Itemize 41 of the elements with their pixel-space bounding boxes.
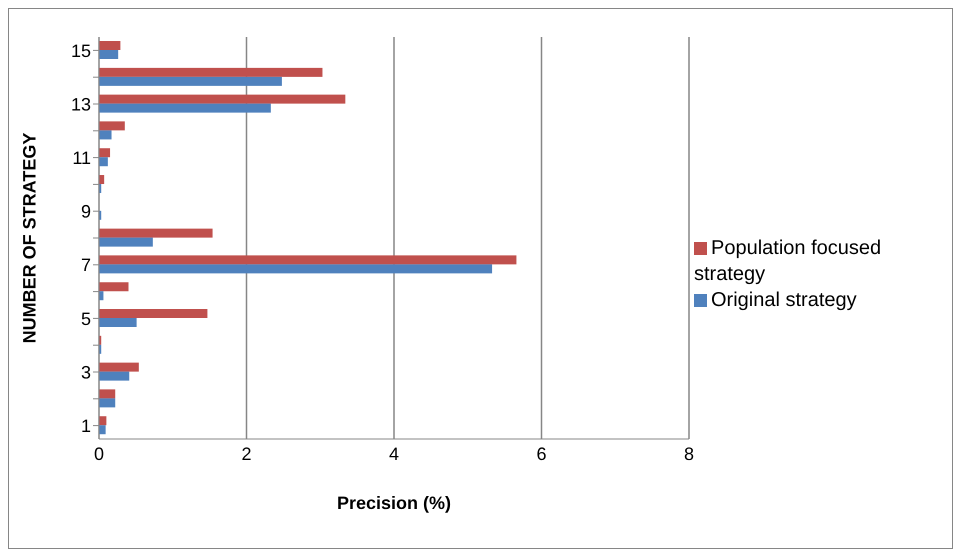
x-tick-label: 2 xyxy=(241,444,252,464)
bar xyxy=(99,68,322,77)
y-tick-label: 5 xyxy=(80,308,91,329)
y-tick-label: 1 xyxy=(80,416,91,436)
bar xyxy=(99,238,153,247)
bar xyxy=(99,148,110,158)
y-tick-label: 13 xyxy=(70,94,91,114)
bar xyxy=(99,264,492,274)
bar xyxy=(99,362,139,372)
bar xyxy=(99,228,213,238)
y-tick-label: 7 xyxy=(80,255,91,276)
bar xyxy=(99,94,346,104)
bar xyxy=(99,50,118,60)
bar xyxy=(99,389,116,398)
y-tick-label: 15 xyxy=(70,40,91,61)
bar xyxy=(99,416,106,426)
y-tick-label: 11 xyxy=(72,148,91,168)
bar xyxy=(99,104,271,113)
bar xyxy=(99,372,130,381)
legend-label: Population focused strategy xyxy=(694,237,882,285)
x-axis-title: Precision (%) xyxy=(336,493,452,513)
x-tick-label: 6 xyxy=(536,444,547,464)
x-tick-label: 8 xyxy=(684,444,694,464)
bar xyxy=(99,398,116,408)
bar xyxy=(99,282,128,292)
legend-label: Original strategy xyxy=(711,289,857,311)
x-tick-label: 4 xyxy=(388,444,400,464)
bar xyxy=(99,291,104,300)
y-tick-label: 3 xyxy=(80,362,91,382)
x-tick-label: 0 xyxy=(94,444,104,464)
bar xyxy=(99,76,282,86)
bar xyxy=(99,41,120,50)
bar xyxy=(99,309,208,318)
y-axis-title: NUMBER OF STRATEGY xyxy=(19,132,40,344)
bar xyxy=(99,255,516,264)
y-tick-label: 9 xyxy=(80,202,91,222)
bar xyxy=(99,157,108,166)
bar xyxy=(99,318,137,328)
bar xyxy=(99,121,125,130)
bar xyxy=(99,425,106,434)
bar xyxy=(99,130,112,140)
